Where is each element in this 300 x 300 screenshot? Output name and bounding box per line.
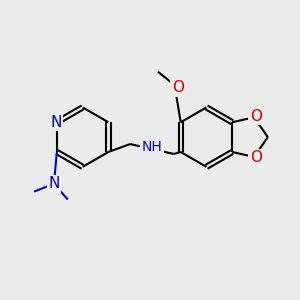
Text: O: O bbox=[250, 109, 262, 124]
Text: O: O bbox=[250, 150, 262, 165]
Text: NH: NH bbox=[142, 140, 162, 154]
Text: N: N bbox=[48, 176, 60, 191]
Text: O: O bbox=[172, 80, 184, 95]
Text: N: N bbox=[50, 115, 61, 130]
